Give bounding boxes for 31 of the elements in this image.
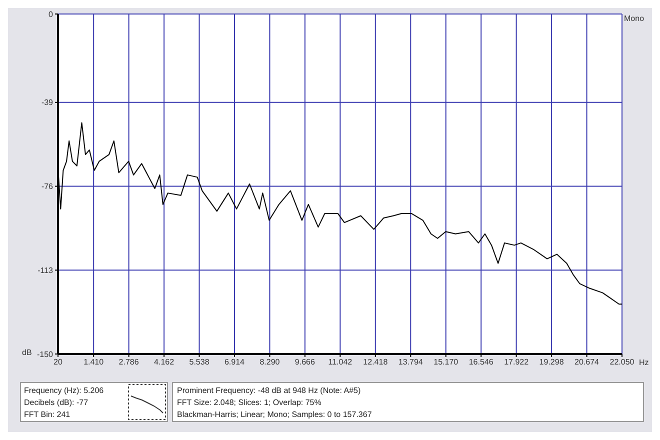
x-tick-label: 13.794 <box>398 358 424 367</box>
x-tick-label: 1.410 <box>84 358 104 367</box>
y-tick-label: 0 <box>48 10 54 19</box>
x-tick-label: 15.170 <box>434 358 459 367</box>
text: FFT Size: 2.048; Slices: 1; Overlap: 75% <box>177 397 322 409</box>
x-tick-label: 11.042 <box>328 358 353 367</box>
text: Mono <box>624 14 644 23</box>
x-tick-label: 22.050 <box>610 358 635 367</box>
y-tick-label: -39 <box>41 98 54 108</box>
y-tick-label: -113 <box>38 266 54 275</box>
x-tick-label: 12.418 <box>363 358 388 367</box>
x-tick-label: 4.162 <box>154 358 175 367</box>
x-tick-label: 19.298 <box>539 358 564 367</box>
x-tick-label: 9.666 <box>294 358 316 367</box>
x-tick-label: 17.922 <box>504 358 530 367</box>
text: Frequency (Hz): 5.206 <box>24 385 105 397</box>
y-tick-label: -76 <box>41 182 54 192</box>
x-tick-label: 20 <box>54 358 63 367</box>
x-tick-label: 8.290 <box>260 358 280 367</box>
text: Prominent Frequency: -48 dB at 948 Hz (Note: A#5) <box>177 385 362 397</box>
y-axis-title: dB <box>22 348 32 357</box>
text: Decibels (dB): -77 <box>24 397 90 409</box>
x-tick-label: 16.546 <box>468 358 494 367</box>
text: Blackman-Harris; Linear; Mono; Samples: 0 to 157.367 <box>177 409 373 421</box>
y-tick-label: -150 <box>36 350 54 359</box>
text: FFT Bin: 241 <box>24 409 72 421</box>
x-tick-label: 6.914 <box>224 358 246 367</box>
x-axis-title: Hz <box>639 358 649 367</box>
x-tick-label: 2.786 <box>118 358 140 367</box>
x-tick-label: 5.538 <box>189 358 210 367</box>
x-tick-label: 20.674 <box>574 358 600 367</box>
